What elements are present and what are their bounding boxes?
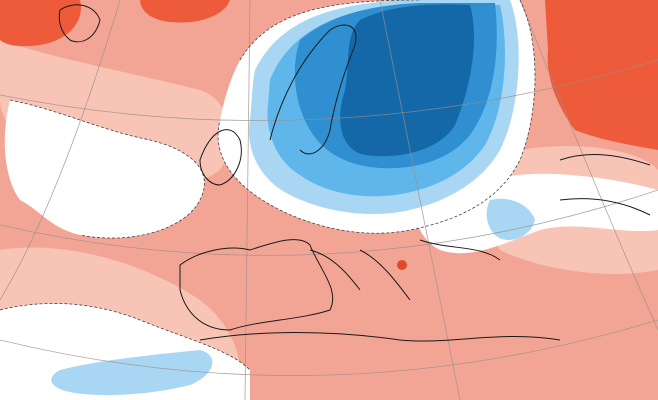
- graticule: [0, 0, 121, 301]
- coastline: [199, 129, 242, 186]
- warm-anomaly-strong: [140, 0, 230, 23]
- graticule: [379, 0, 461, 400]
- graticule: [0, 189, 658, 256]
- cold-anomaly-light: [486, 198, 535, 240]
- contour: [9, 99, 205, 239]
- coastline: [559, 154, 651, 216]
- coastline: [269, 24, 357, 155]
- warm-anomaly-strong: [545, 0, 658, 150]
- coastline: [199, 332, 561, 342]
- cold-anomaly-strongest: [340, 4, 475, 157]
- coastline: [179, 239, 334, 331]
- warm-anomaly-strong: [0, 0, 81, 47]
- warm-spot: [397, 260, 407, 270]
- coastline: [309, 239, 501, 301]
- graticule: [244, 0, 251, 400]
- graticule: [519, 0, 658, 331]
- graticule: [0, 319, 658, 376]
- coastline: [58, 4, 101, 43]
- contour: [0, 303, 251, 371]
- graticule: [0, 59, 658, 121]
- neutral-area: [4, 100, 205, 239]
- cold-anomaly-light: [51, 350, 213, 396]
- contour: [217, 0, 536, 234]
